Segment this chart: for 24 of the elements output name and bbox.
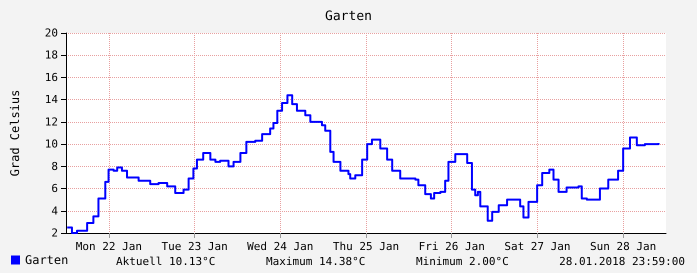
x-tick-label: Thu 25 Jan bbox=[332, 240, 400, 253]
text: Minimum 2.00°C bbox=[416, 255, 509, 268]
x-tick-label: Mon 22 Jan bbox=[76, 240, 142, 253]
y-tick-label: 10 bbox=[44, 138, 58, 151]
text: Maximum 14.38°C bbox=[266, 255, 366, 268]
text: Aktuell 10.13°C bbox=[116, 255, 216, 268]
x-tick-label: Fri 26 Jan bbox=[418, 240, 485, 253]
y-tick-label: 18 bbox=[44, 48, 58, 62]
x-tick-label: Sat 27 Jan bbox=[504, 240, 571, 253]
y-tick-label: 14 bbox=[44, 93, 58, 106]
x-tick-label: Tue 23 Jan bbox=[161, 240, 228, 253]
y-tick-label: 2 bbox=[51, 226, 58, 240]
y-axis-title: Grad Celsius bbox=[8, 90, 22, 176]
y-tick-label: 16 bbox=[44, 70, 58, 84]
y-tick-label: 8 bbox=[51, 160, 58, 173]
chart-title: Garten bbox=[325, 9, 372, 24]
x-tick-label: Wed 24 Jan bbox=[247, 240, 314, 253]
y-tick-label: 12 bbox=[44, 115, 58, 128]
legend-label: Garten bbox=[25, 253, 68, 267]
x-tick-label: Sun 28 Jan bbox=[590, 240, 656, 253]
y-tick-label: 20 bbox=[44, 26, 58, 40]
text: 28.01.2018 23:59:00 bbox=[559, 255, 686, 268]
y-tick-label: 4 bbox=[51, 204, 58, 218]
y-tick-label: 6 bbox=[51, 182, 58, 196]
